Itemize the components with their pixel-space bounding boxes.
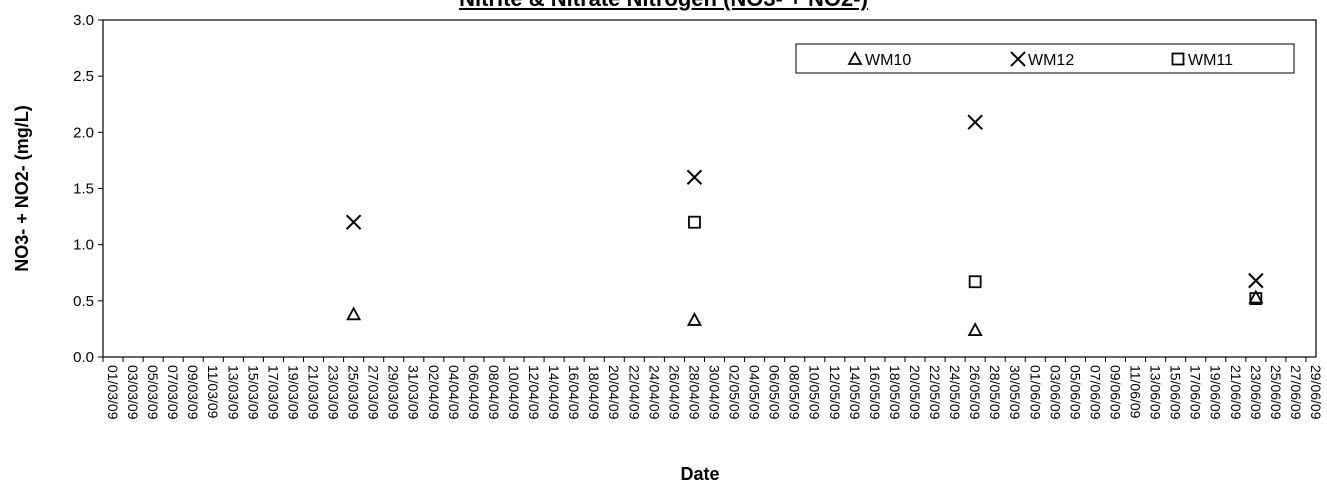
x-tick-label: 06/05/09 xyxy=(767,365,783,420)
point-wm12 xyxy=(345,214,362,230)
data-points xyxy=(345,114,1264,336)
x-tick-label: 06/04/09 xyxy=(466,365,482,420)
x-tick-label: 19/03/09 xyxy=(285,365,301,420)
x-tick-label: 02/05/09 xyxy=(727,365,743,420)
point-wm10 xyxy=(967,322,983,336)
x-tick-label: 09/06/09 xyxy=(1107,365,1123,420)
x-tick-label: 10/05/09 xyxy=(807,365,823,420)
x-tick-label: 11/06/09 xyxy=(1128,365,1144,419)
y-tick-label: 2.5 xyxy=(73,68,94,85)
x-tick-label: 21/03/09 xyxy=(305,365,321,420)
x-tick-label: 05/06/09 xyxy=(1067,365,1083,420)
x-tick-label: 02/04/09 xyxy=(426,365,442,420)
x-tick-label: 15/06/09 xyxy=(1168,365,1184,420)
point-wm11 xyxy=(1249,292,1263,305)
y-axis-ticks: 0.0 0.5 1.0 1.5 2.0 2.5 3.0 xyxy=(73,12,103,366)
x-tick-label: 07/06/09 xyxy=(1087,365,1103,420)
x-tick-label: 19/06/09 xyxy=(1208,365,1224,420)
x-axis-title: Date xyxy=(680,464,719,484)
x-tick-label: 16/04/09 xyxy=(566,365,582,420)
x-tick-label: 17/03/09 xyxy=(265,365,281,420)
y-tick-label: 1.0 xyxy=(73,237,94,254)
x-tick-label: 14/04/09 xyxy=(546,365,562,420)
point-wm11 xyxy=(688,215,701,229)
x-tick-label: 25/06/09 xyxy=(1268,365,1284,420)
x-tick-label: 28/05/09 xyxy=(987,365,1003,420)
x-tick-label: 24/05/09 xyxy=(947,365,963,420)
y-tick-label: 1.5 xyxy=(73,181,94,198)
x-tick-label: 10/04/09 xyxy=(506,365,522,420)
x-tick-label: 04/05/09 xyxy=(747,365,763,420)
x-tick-label: 12/04/09 xyxy=(526,365,542,420)
x-tick-label: 18/05/09 xyxy=(887,365,903,420)
legend-marker-wm10 xyxy=(847,51,863,65)
x-tick-label: 31/03/09 xyxy=(406,365,422,420)
legend-label-wm11: WM11 xyxy=(1188,52,1233,69)
x-tick-label: 17/06/09 xyxy=(1188,365,1204,420)
legend-label-wm10: WM10 xyxy=(865,52,911,69)
x-tick-label: 18/04/09 xyxy=(586,365,602,420)
x-tick-label: 22/05/09 xyxy=(927,365,943,420)
x-tick-label: 30/04/09 xyxy=(706,365,722,420)
x-tick-label: 09/03/09 xyxy=(185,365,201,420)
x-tick-label: 12/05/09 xyxy=(827,365,843,420)
y-tick-label: 0.5 xyxy=(73,293,94,310)
x-tick-label: 29/03/09 xyxy=(386,365,402,420)
x-tick-label: 23/03/09 xyxy=(326,365,342,420)
x-tick-label: 13/03/09 xyxy=(225,365,241,420)
x-tick-label: 21/06/09 xyxy=(1228,365,1244,420)
x-tick-label: 20/04/09 xyxy=(606,365,622,420)
x-tick-label: 20/05/09 xyxy=(907,365,923,420)
x-tick-label: 27/03/09 xyxy=(366,365,382,420)
x-tick-label: 29/06/09 xyxy=(1308,365,1324,420)
point-wm10 xyxy=(346,306,362,321)
point-wm11 xyxy=(968,275,982,289)
y-tick-label: 2.0 xyxy=(73,124,94,141)
x-tick-label: 07/03/09 xyxy=(165,365,181,420)
legend-marker-wm12 xyxy=(1010,51,1026,67)
x-tick-label: 24/04/09 xyxy=(646,365,662,420)
x-tick-label: 13/06/09 xyxy=(1148,365,1164,420)
legend-box xyxy=(795,43,1295,74)
x-tick-label: 05/03/09 xyxy=(145,365,161,420)
x-tick-label: 25/03/09 xyxy=(346,365,362,420)
chart-title: Nitrite & Nitrate Nitrogen (NO3- + NO2-) xyxy=(0,0,1327,12)
x-axis-ticks: 01/03/09 03/03/09 05/03/09 07/03/09 09/03/09… xyxy=(102,357,1324,420)
x-tick-label: 26/04/09 xyxy=(666,365,682,420)
point-wm12 xyxy=(967,114,983,130)
y-tick-label: 3.0 xyxy=(73,12,94,29)
x-tick-label: 23/06/09 xyxy=(1248,365,1264,420)
point-wm12 xyxy=(1248,272,1264,289)
x-tick-label: 11/03/09 xyxy=(205,365,221,419)
x-tick-label: 16/05/09 xyxy=(867,365,883,420)
x-tick-label: 08/05/09 xyxy=(787,365,803,420)
x-tick-label: 30/05/09 xyxy=(1007,365,1023,420)
x-tick-label: 28/04/09 xyxy=(686,365,702,420)
x-tick-label: 14/05/09 xyxy=(847,365,863,420)
legend-marker-wm11 xyxy=(1171,52,1185,66)
x-tick-label: 15/03/09 xyxy=(245,365,261,420)
y-tick-label: 0.0 xyxy=(73,349,94,366)
x-tick-label: 22/04/09 xyxy=(626,365,642,420)
point-wm12 xyxy=(686,169,703,185)
point-wm10 xyxy=(1248,289,1264,304)
x-tick-label: 27/06/09 xyxy=(1288,365,1304,420)
x-tick-label: 01/06/09 xyxy=(1027,365,1043,420)
x-tick-label: 03/03/09 xyxy=(125,365,141,420)
legend: WM10 WM12 WM11 xyxy=(795,43,1295,74)
x-tick-label: 08/04/09 xyxy=(486,365,502,420)
point-wm10 xyxy=(686,312,702,326)
x-tick-label: 26/05/09 xyxy=(967,365,983,420)
x-tick-label: 01/03/09 xyxy=(105,365,121,420)
x-tick-label: 03/06/09 xyxy=(1047,365,1063,420)
legend-label-wm12: WM12 xyxy=(1028,52,1074,69)
y-axis-title: NO3- + NO2- (mg/L) xyxy=(12,105,32,272)
x-tick-label: 04/04/09 xyxy=(446,365,462,420)
